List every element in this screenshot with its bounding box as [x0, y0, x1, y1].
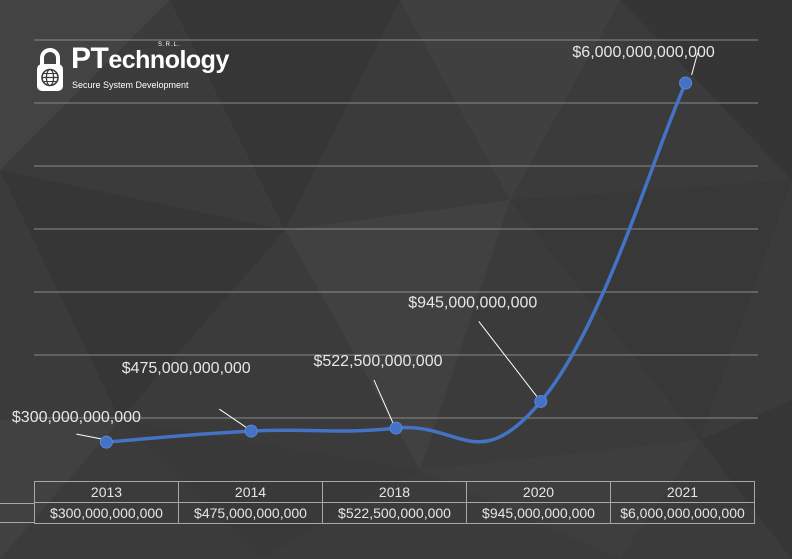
data-point: [679, 76, 693, 90]
table-cell-year: 2021: [610, 481, 755, 503]
data-point: [389, 421, 403, 435]
table-cell-value: $300,000,000,000: [34, 502, 179, 524]
data-point: [244, 424, 258, 438]
brand-suffix: S.R.L.: [158, 42, 181, 48]
data-label: $300,000,000,000: [12, 409, 141, 426]
brand-tagline: Secure System Development: [72, 80, 189, 90]
data-label: $6,000,000,000,000: [572, 44, 714, 61]
data-point: [99, 435, 113, 449]
leader-line: [218, 408, 248, 429]
table-cell-value: $475,000,000,000: [178, 502, 323, 524]
table-cell-value: $945,000,000,000: [466, 502, 611, 524]
table-row-years: 2013 2014 2018 2020 2021: [34, 481, 755, 503]
leader-line: [691, 52, 699, 76]
lock-globe-icon: [37, 48, 63, 91]
brand-rest: echnology: [108, 46, 229, 74]
table-cell-value: $522,500,000,000: [322, 502, 467, 524]
brand-initial: PT: [71, 42, 109, 75]
data-table: 2013 2014 2018 2020 2021 $300,000,000,00…: [34, 481, 755, 524]
gridlines: [34, 39, 758, 419]
brand-name: PTechnology: [71, 42, 229, 75]
label-leader-lines: [76, 52, 699, 440]
data-points: [99, 76, 693, 449]
table-cell-year: 2014: [178, 481, 323, 503]
data-label: $945,000,000,000: [408, 294, 537, 311]
series-line: [104, 81, 688, 444]
table-row-values: $300,000,000,000 $475,000,000,000 $522,5…: [34, 502, 755, 524]
table-stub: [0, 503, 34, 523]
table-cell-year: 2013: [34, 481, 179, 503]
leader-line: [478, 321, 538, 397]
table-cell-year: 2020: [466, 481, 611, 503]
leader-line: [373, 379, 394, 424]
data-label: $522,500,000,000: [313, 353, 442, 370]
company-logo: PTechnology S.R.L. Secure System Develop…: [36, 42, 229, 95]
table-cell-value: $6,000,000,000,000: [610, 502, 755, 524]
table-cell-year: 2018: [322, 481, 467, 503]
leader-line: [76, 433, 103, 440]
data-labels: $300,000,000,000 $475,000,000,000 $522,500…: [12, 44, 715, 426]
data-label: $475,000,000,000: [122, 360, 251, 377]
data-point: [534, 394, 548, 408]
